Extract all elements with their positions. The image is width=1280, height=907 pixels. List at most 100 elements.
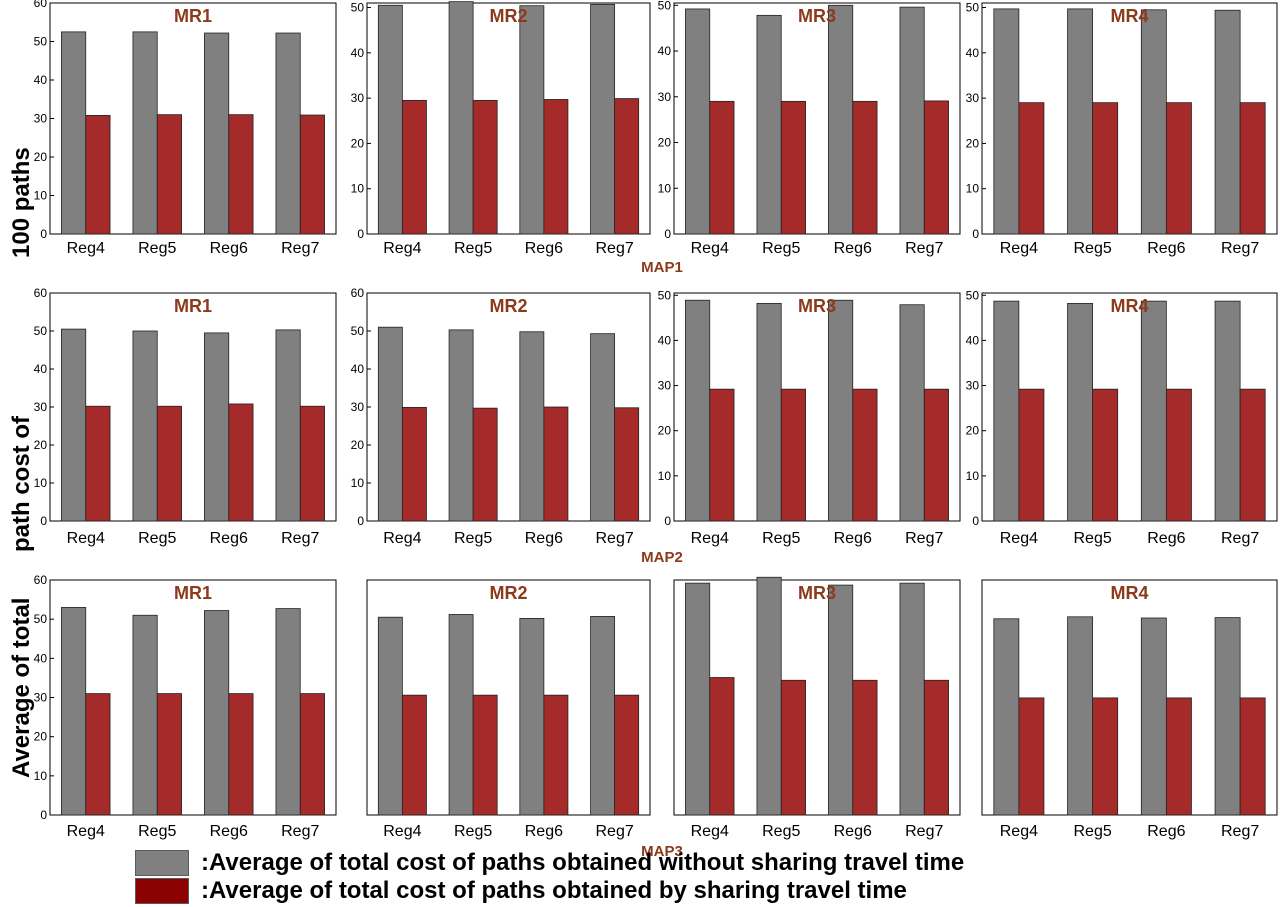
y-tick-label: 40 bbox=[351, 46, 365, 60]
y-tick-label: 0 bbox=[40, 227, 47, 241]
bar-with-sharing bbox=[614, 407, 640, 522]
y-tick-label: 0 bbox=[664, 227, 671, 241]
y-tick-label: 30 bbox=[34, 691, 48, 705]
x-tick-label: Reg7 bbox=[281, 530, 319, 547]
bar-without-sharing bbox=[899, 6, 925, 235]
bar-without-sharing bbox=[993, 618, 1020, 816]
bar-without-sharing bbox=[1140, 9, 1167, 235]
bar-without-sharing bbox=[590, 616, 616, 816]
panel-map2-mr2: 0 10 20 30 40 50 60 Reg4 Reg5 Reg6 Reg7 MR2 bbox=[351, 286, 651, 547]
x-tick-label: Reg6 bbox=[525, 823, 563, 840]
x-tick-label: Reg7 bbox=[905, 240, 943, 257]
bar-without-sharing bbox=[204, 610, 230, 816]
bar-with-sharing bbox=[156, 693, 182, 816]
bar-with-sharing bbox=[780, 679, 806, 816]
bar-without-sharing bbox=[519, 5, 545, 235]
bar-with-sharing bbox=[85, 693, 111, 816]
y-tick-label: 30 bbox=[34, 112, 48, 126]
x-tick-label: Reg5 bbox=[454, 240, 492, 257]
y-tick-label: 0 bbox=[664, 514, 671, 528]
y-tick-label: 20 bbox=[966, 424, 980, 438]
y-tick-label: 20 bbox=[34, 438, 48, 452]
x-tick-label: Reg5 bbox=[1074, 240, 1112, 257]
y-tick-label: 40 bbox=[34, 73, 48, 87]
panel-map1-mr2: 0 10 20 30 40 50 Reg4 Reg5 Reg6 Reg7 MR2 bbox=[351, 1, 651, 257]
x-tick-label: Reg5 bbox=[1074, 530, 1112, 547]
y-axis-label-part-2: path cost of bbox=[8, 416, 35, 552]
y-tick-label: 20 bbox=[34, 150, 48, 164]
bar-with-sharing bbox=[472, 99, 498, 235]
x-tick-label: Reg7 bbox=[596, 823, 634, 840]
bar-without-sharing bbox=[590, 3, 616, 235]
y-tick-label: 0 bbox=[972, 227, 979, 241]
bar-with-sharing bbox=[156, 405, 182, 522]
bar-with-sharing bbox=[85, 115, 111, 235]
y-tick-label: 0 bbox=[40, 808, 47, 822]
x-tick-label: Reg4 bbox=[67, 240, 105, 257]
bar-without-sharing bbox=[828, 299, 854, 522]
panel-map2-mr4: 0 10 20 30 40 50 Reg4 Reg5 Reg6 Reg7 MR4 bbox=[966, 288, 1278, 547]
legend-swatch-with-sharing bbox=[135, 878, 189, 904]
bar-without-sharing bbox=[1067, 302, 1094, 522]
y-tick-label: 40 bbox=[966, 333, 980, 347]
bar-without-sharing bbox=[756, 576, 782, 816]
map-label-1: MAP1 bbox=[641, 259, 683, 276]
x-tick-label: Reg4 bbox=[383, 823, 421, 840]
y-tick-label: 60 bbox=[34, 573, 48, 587]
x-tick-label: Reg7 bbox=[1221, 240, 1259, 257]
bar-without-sharing bbox=[1067, 616, 1094, 816]
x-tick-label: Reg7 bbox=[596, 530, 634, 547]
bar-without-sharing bbox=[756, 14, 782, 235]
bar-with-sharing bbox=[709, 677, 735, 816]
y-tick-label: 50 bbox=[966, 288, 980, 302]
x-tick-label: Reg4 bbox=[67, 823, 105, 840]
x-tick-label: Reg6 bbox=[210, 240, 248, 257]
panel-title: MR3 bbox=[798, 296, 836, 316]
bar-with-sharing bbox=[1092, 388, 1119, 522]
panel-map1-mr3: 0 10 20 30 40 50 Reg4 Reg5 Reg6 Reg7 MR3 bbox=[658, 0, 961, 257]
bar-without-sharing bbox=[1214, 300, 1241, 522]
y-tick-label: 20 bbox=[658, 136, 672, 150]
x-tick-label: Reg5 bbox=[138, 823, 176, 840]
bar-with-sharing bbox=[1092, 102, 1119, 235]
bar-without-sharing bbox=[685, 299, 711, 522]
bar-without-sharing bbox=[685, 582, 711, 816]
bar-without-sharing bbox=[899, 582, 925, 816]
bar-with-sharing bbox=[228, 693, 254, 816]
bar-with-sharing bbox=[1018, 697, 1045, 816]
y-tick-label: 60 bbox=[351, 286, 365, 300]
y-tick-label: 30 bbox=[351, 400, 365, 414]
panel-map2-mr1: 0 10 20 30 40 50 60 Reg4 Reg5 Reg6 Reg7 MR1 bbox=[34, 286, 337, 547]
map-label-2: MAP2 bbox=[641, 549, 683, 566]
y-tick-label: 10 bbox=[34, 189, 48, 203]
bar-with-sharing bbox=[852, 388, 878, 522]
bar-with-sharing bbox=[614, 694, 640, 816]
bar-without-sharing bbox=[828, 4, 854, 235]
bar-with-sharing bbox=[1018, 388, 1045, 522]
y-tick-label: 10 bbox=[34, 769, 48, 783]
y-tick-label: 30 bbox=[34, 400, 48, 414]
y-tick-label: 20 bbox=[966, 136, 980, 150]
panel-title: MR3 bbox=[798, 6, 836, 26]
y-tick-label: 50 bbox=[351, 1, 365, 15]
bar-without-sharing bbox=[448, 1, 474, 235]
bar-with-sharing bbox=[85, 405, 111, 522]
bar-with-sharing bbox=[156, 114, 182, 235]
bar-with-sharing bbox=[1018, 102, 1045, 235]
y-tick-label: 50 bbox=[34, 35, 48, 49]
bar-without-sharing bbox=[1214, 9, 1241, 235]
x-tick-label: Reg4 bbox=[67, 530, 105, 547]
x-tick-label: Reg5 bbox=[138, 240, 176, 257]
bar-with-sharing bbox=[401, 99, 427, 235]
bar-with-sharing bbox=[299, 405, 325, 522]
bar-without-sharing bbox=[275, 608, 301, 816]
bar-with-sharing bbox=[923, 100, 949, 235]
y-tick-label: 0 bbox=[40, 514, 47, 528]
legend-item-with-sharing: :Average of total cost of paths obtained… bbox=[135, 876, 907, 906]
y-tick-label: 40 bbox=[34, 362, 48, 376]
y-tick-label: 10 bbox=[658, 181, 672, 195]
bar-with-sharing bbox=[923, 679, 949, 816]
x-tick-label: Reg6 bbox=[1147, 823, 1185, 840]
x-tick-label: Reg6 bbox=[1147, 530, 1185, 547]
bar-with-sharing bbox=[299, 114, 325, 235]
